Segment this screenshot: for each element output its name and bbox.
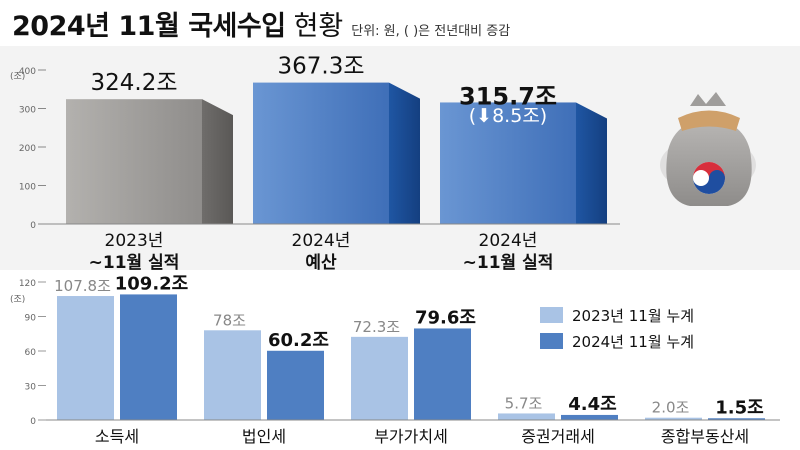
top-y-tick-label: 300 <box>19 106 36 116</box>
top-category-label-line1: 2023년 <box>105 231 164 251</box>
bottom-bar-2023 <box>204 330 261 420</box>
bottom-category-label: 부가가치세 <box>374 427 448 446</box>
top-bar-value-label: 367.3조 <box>277 54 364 80</box>
bottom-y-tick-label: 30 <box>25 383 37 393</box>
bottom-bar-value-label: 79.6조 <box>415 307 476 328</box>
top-category-label-line2: ~11월 실적 <box>463 253 554 273</box>
top-bar <box>253 82 389 224</box>
bottom-bar-2024 <box>267 350 324 420</box>
title-unit: 단위: 원, ( )은 전년대비 증감 <box>351 24 511 39</box>
bottom-bar-2023 <box>57 296 114 420</box>
bottom-bar-2024 <box>414 328 471 420</box>
legend-swatch <box>540 307 563 323</box>
top-bar-side <box>202 99 233 224</box>
top-category-label-line1: 2024년 <box>292 231 351 251</box>
page-title: 2024년 11월 국세수입 현황 단위: 원, ( )은 전년대비 증감 <box>12 4 510 42</box>
top-bar <box>440 102 576 224</box>
top-category-label-line2: 예산 <box>305 253 337 273</box>
bottom-bar-2023 <box>351 336 408 420</box>
top-y-tick-label: 100 <box>19 183 36 193</box>
bottom-bar-value-label: 1.5조 <box>715 397 763 418</box>
title-sub: 현황 <box>293 11 344 42</box>
bottom-bar-value-label: 5.7조 <box>505 394 543 412</box>
bottom-y-unit: (조) <box>10 295 25 305</box>
bottom-bar-value-label: 109.2조 <box>115 273 189 294</box>
top-y-unit: (조) <box>10 72 25 82</box>
bottom-bar-2023 <box>498 413 555 420</box>
title-main: 2024년 11월 국세수입 <box>12 11 286 42</box>
bottom-category-label: 종합부동산세 <box>661 427 749 446</box>
bottom-y-tick-label: 90 <box>25 314 37 324</box>
bottom-y-tick-label: 60 <box>25 348 37 358</box>
bottom-bar-2024 <box>708 418 765 420</box>
bottom-y-tick-label: 120 <box>19 279 36 289</box>
top-bar-annotation: (⬇8.5조) <box>469 105 547 127</box>
bottom-bar-value-label: 60.2조 <box>268 330 329 351</box>
bottom-bar-value-label: 78조 <box>213 311 246 329</box>
bottom-y-tick-label: 0 <box>30 417 36 427</box>
top-y-tick-label: 0 <box>30 221 36 231</box>
top-bar-side <box>576 102 607 224</box>
top-bar-value-label: 315.7조 <box>459 82 557 110</box>
bottom-category-label: 법인세 <box>242 427 286 446</box>
bottom-category-label: 증권거래세 <box>521 427 595 446</box>
bottom-bar-value-label: 4.4조 <box>568 394 616 415</box>
top-category-label-line2: ~11월 실적 <box>89 253 180 273</box>
bottom-bar-2023 <box>645 417 702 420</box>
top-category-label-line1: 2024년 <box>479 231 538 251</box>
legend-swatch <box>540 333 563 349</box>
bottom-bar-value-label: 2.0조 <box>652 399 690 417</box>
top-bar-side <box>389 82 420 224</box>
bottom-category-label: 소득세 <box>95 427 139 446</box>
top-y-tick-label: 200 <box>19 144 36 154</box>
legend-label: 2023년 11월 누계 <box>572 307 694 325</box>
top-bar-value-label: 324.2조 <box>90 70 177 96</box>
bottom-bar-value-label: 107.8조 <box>54 277 111 295</box>
top-y-tick-label: 400 <box>19 67 36 77</box>
money-bag-taegeuk-icon <box>660 92 756 206</box>
bottom-bar-2024 <box>120 294 177 420</box>
bottom-bar-2024 <box>561 414 618 420</box>
top-bar <box>66 99 202 224</box>
legend-label: 2024년 11월 누계 <box>572 333 694 351</box>
bottom-bar-value-label: 72.3조 <box>353 318 400 336</box>
